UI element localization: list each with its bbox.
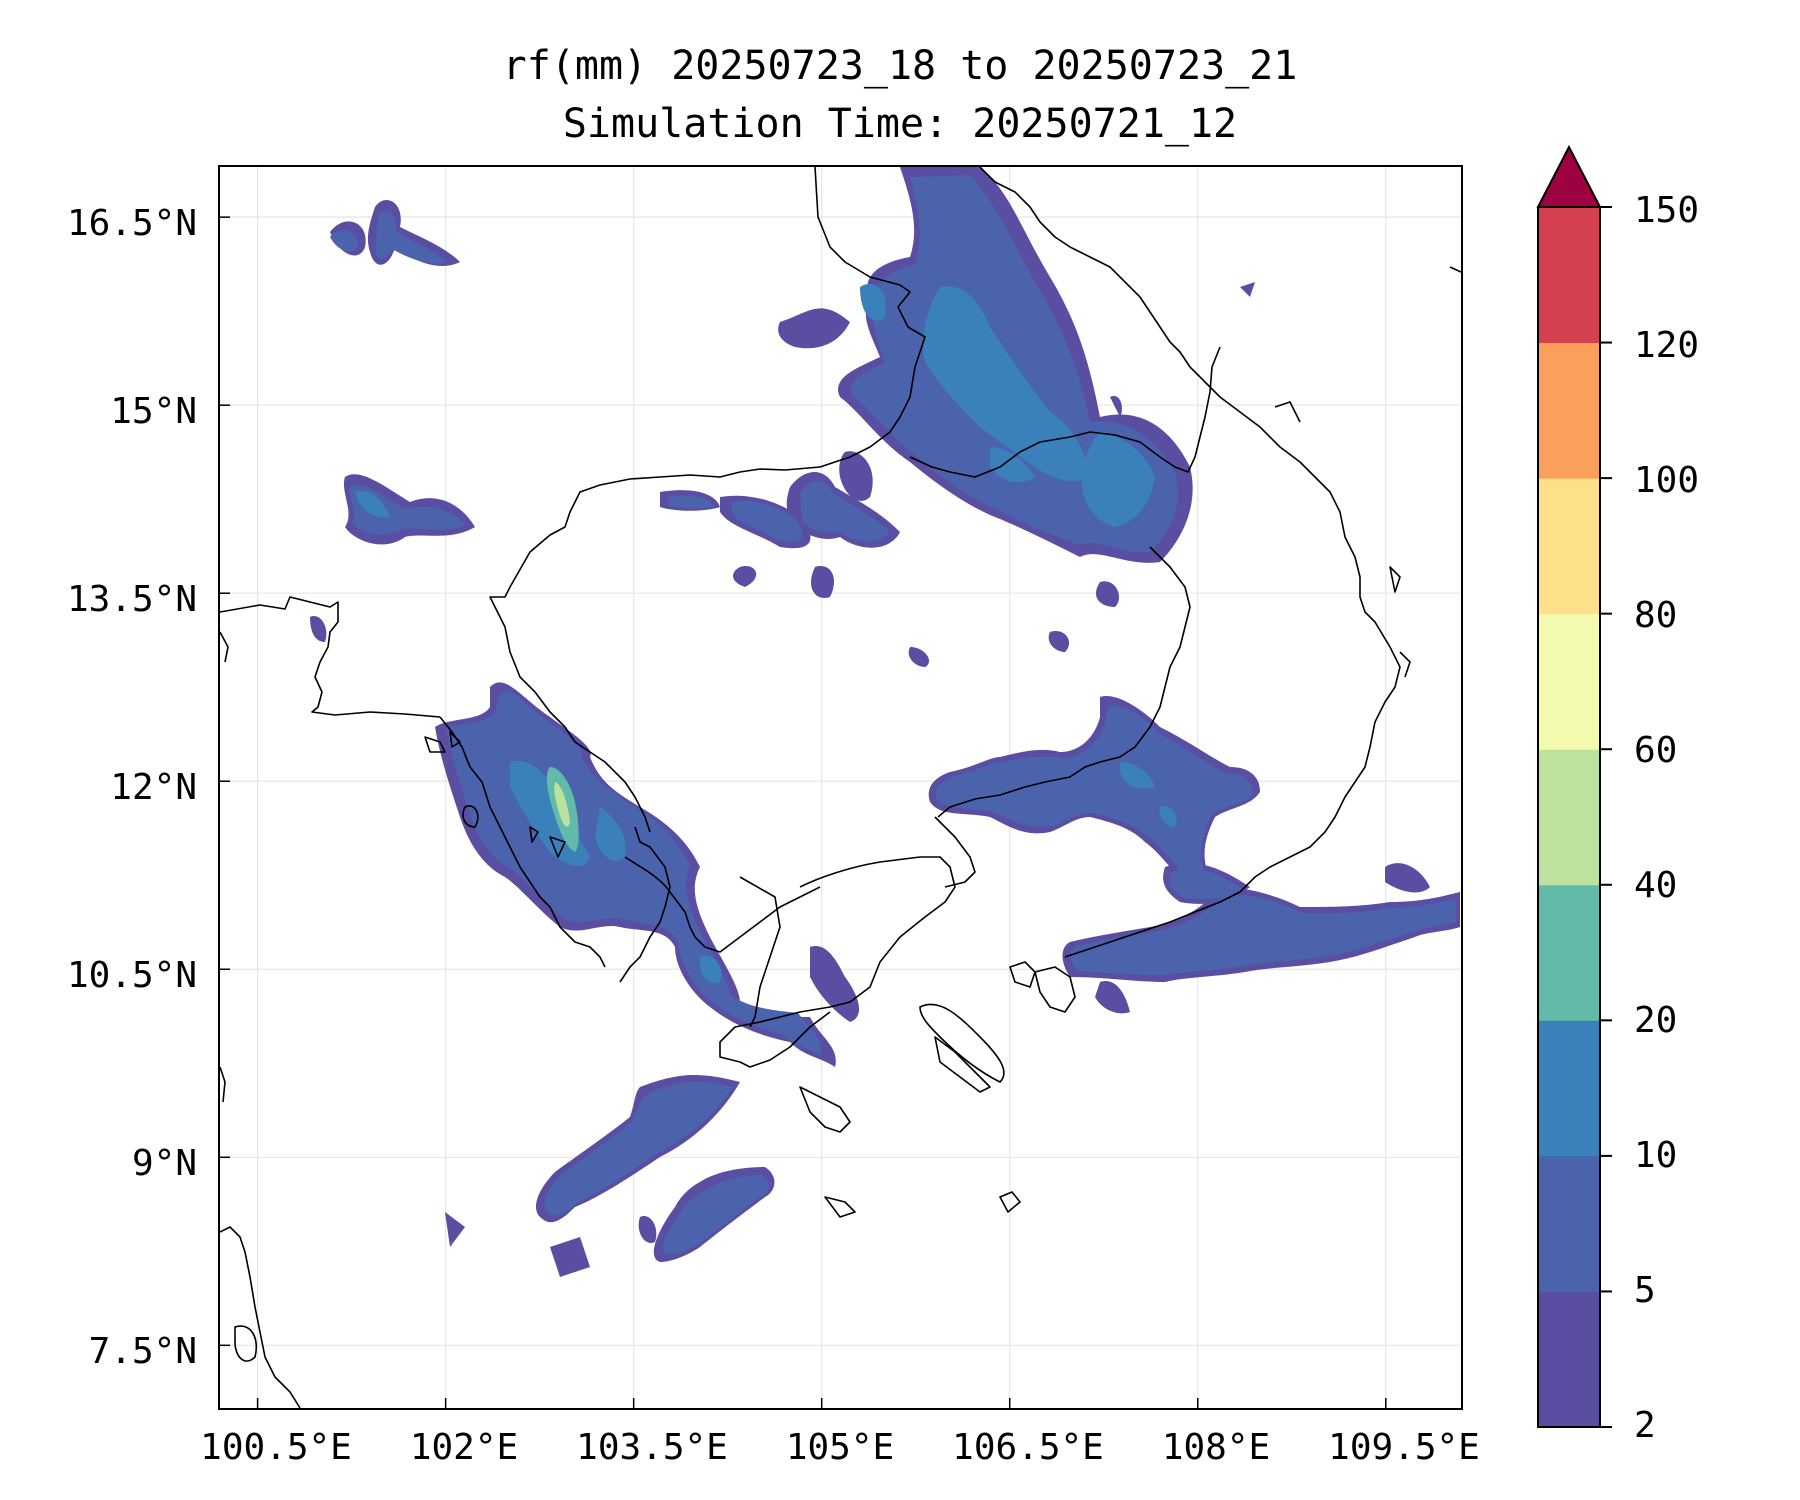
- colorbar-segment: [1538, 1155, 1600, 1292]
- lat-tick-label: 16.5°N: [66, 203, 197, 244]
- colorbar: [1536, 144, 1612, 1428]
- colorbar-segment: [1538, 749, 1600, 886]
- colorbar-segment: [1538, 1291, 1600, 1428]
- colorbar-tick-label: 150: [1634, 190, 1700, 231]
- lat-tick-label: 10.5°N: [66, 955, 197, 996]
- colorbar-segment: [1538, 1020, 1600, 1157]
- lon-tick-label: 100.5°E: [200, 1427, 352, 1468]
- lon-tick-label: 102°E: [409, 1427, 519, 1468]
- map-plot: [220, 167, 1461, 1408]
- colorbar-frame: [1537, 206, 1601, 1428]
- colorbar-tick-label: 5: [1634, 1270, 1656, 1311]
- lon-tick-label: 108°E: [1161, 1427, 1271, 1468]
- colorbar-tick-label: 40: [1634, 865, 1678, 906]
- colorbar-segment: [1538, 613, 1600, 750]
- colorbar-tick-label: 80: [1634, 595, 1678, 636]
- coastlines-borders: [220, 167, 1461, 1408]
- colorbar-tick-label: 60: [1634, 730, 1678, 771]
- colorbar-segment: [1538, 884, 1600, 1021]
- chart-title: rf(mm) 20250723_18 to 20250723_21: [502, 43, 1298, 89]
- lat-tick-label: 7.5°N: [88, 1331, 197, 1372]
- colorbar-segment: [1538, 478, 1600, 615]
- colorbar-tick-label: 100: [1634, 460, 1700, 501]
- lon-tick-label: 106.5°E: [952, 1427, 1104, 1468]
- rainfall-shading-5-10mm: [330, 175, 1456, 1255]
- lat-tick-label: 13.5°N: [66, 579, 197, 620]
- lon-tick-label: 105°E: [785, 1427, 895, 1468]
- lat-tick-label: 15°N: [110, 391, 197, 432]
- colorbar-tick-label: 2: [1634, 1405, 1656, 1446]
- colorbar-segment: [1538, 207, 1600, 344]
- rainfall-shading-40-60mm: [554, 782, 570, 827]
- colorbar-extend-arrow: [1536, 144, 1602, 208]
- chart-subtitle: Simulation Time: 20250721_12: [562, 101, 1238, 147]
- map-panel: [218, 165, 1463, 1410]
- lat-tick-label: 9°N: [131, 1143, 197, 1184]
- colorbar-tick-label: 20: [1634, 1000, 1678, 1041]
- colorbar-segment: [1538, 342, 1600, 479]
- lon-tick-label: 103.5°E: [576, 1427, 728, 1468]
- colorbar-tick-label: 120: [1634, 325, 1700, 366]
- lat-tick-label: 12°N: [110, 767, 197, 808]
- colorbar-tick-label: 10: [1634, 1135, 1678, 1176]
- lon-tick-label: 109.5°E: [1328, 1427, 1480, 1468]
